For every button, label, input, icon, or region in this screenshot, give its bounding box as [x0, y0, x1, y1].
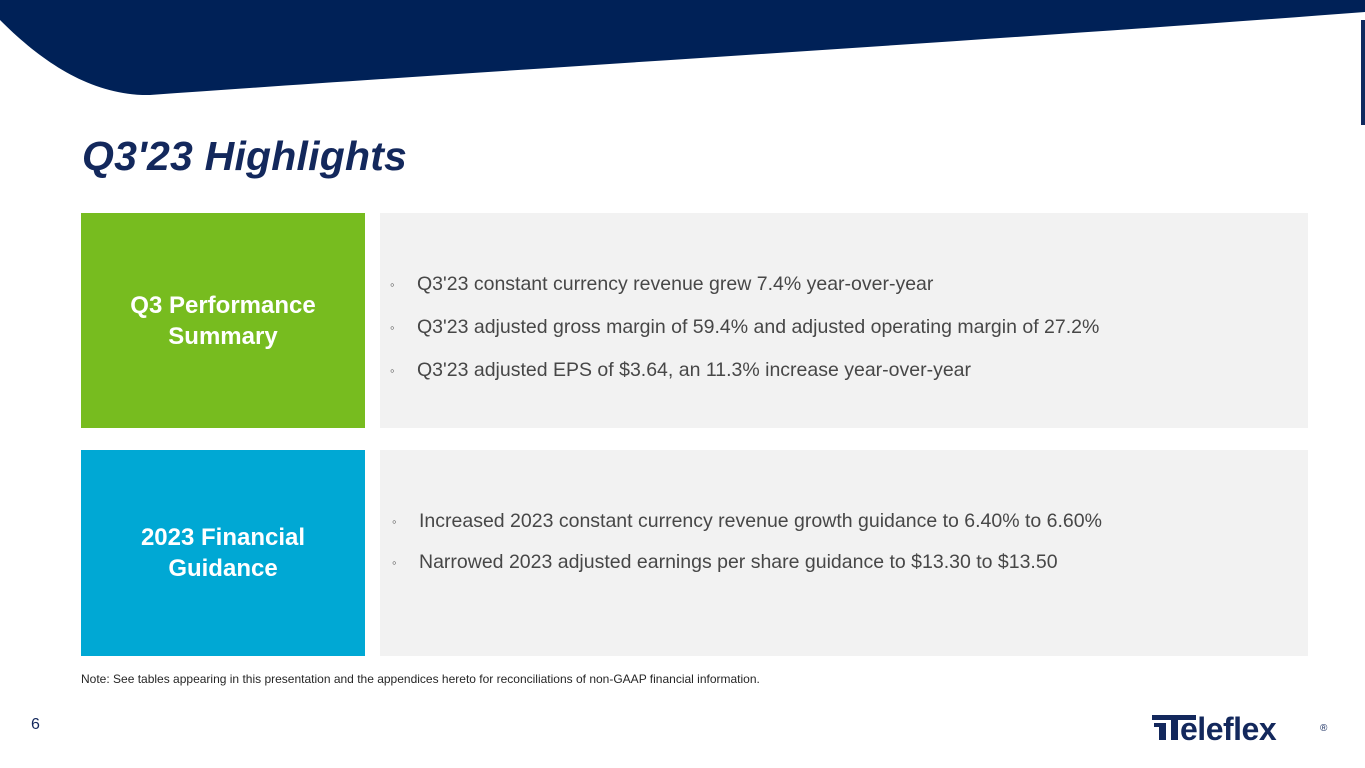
- financial-guidance-panel: ◦ Increased 2023 constant currency reven…: [380, 450, 1308, 656]
- bullet-text: Q3'23 constant currency revenue grew 7.4…: [417, 273, 934, 295]
- performance-summary-label: Q3 Performance Summary: [81, 213, 365, 428]
- bullet-text: Increased 2023 constant currency revenue…: [419, 510, 1102, 532]
- list-item: ◦ Q3'23 adjusted EPS of $3.64, an 11.3% …: [390, 359, 971, 382]
- slide-title: Q3'23 Highlights: [82, 133, 408, 179]
- list-item: ◦ Q3'23 adjusted gross margin of 59.4% a…: [390, 316, 1099, 339]
- page-number: 6: [31, 716, 40, 733]
- list-item: ◦ Increased 2023 constant currency reven…: [392, 510, 1102, 533]
- list-item: ◦ Narrowed 2023 adjusted earnings per sh…: [392, 551, 1058, 574]
- header-banner: [0, 0, 1365, 96]
- logo-wordmark: eleflexTeleflex: [1180, 711, 1277, 745]
- bullet-icon: ◦: [390, 320, 395, 335]
- bullet-text: Narrowed 2023 adjusted earnings per shar…: [419, 551, 1058, 573]
- bullet-text: Q3'23 adjusted gross margin of 59.4% and…: [417, 316, 1100, 338]
- bullet-icon: ◦: [390, 277, 395, 292]
- footnote: Note: See tables appearing in this prese…: [81, 672, 760, 686]
- bullet-text: Q3'23 adjusted EPS of $3.64, an 11.3% in…: [417, 359, 972, 381]
- teleflex-logo: eleflexTeleflex ®: [1152, 711, 1328, 745]
- list-item: ◦ Q3'23 constant currency revenue grew 7…: [390, 273, 933, 296]
- bullet-icon: ◦: [392, 514, 397, 529]
- bullet-icon: ◦: [390, 363, 395, 378]
- performance-summary-panel: ◦ Q3'23 constant currency revenue grew 7…: [380, 213, 1308, 428]
- right-edge-accent: [1361, 20, 1365, 125]
- financial-guidance-label-text: 2023 Financial Guidance: [140, 524, 306, 582]
- bullet-icon: ◦: [392, 555, 397, 570]
- financial-guidance-label: 2023 Financial Guidance: [81, 450, 365, 656]
- performance-summary-label-text: Q3 Performance Summary: [130, 291, 316, 350]
- registered-mark: ®: [1320, 723, 1328, 734]
